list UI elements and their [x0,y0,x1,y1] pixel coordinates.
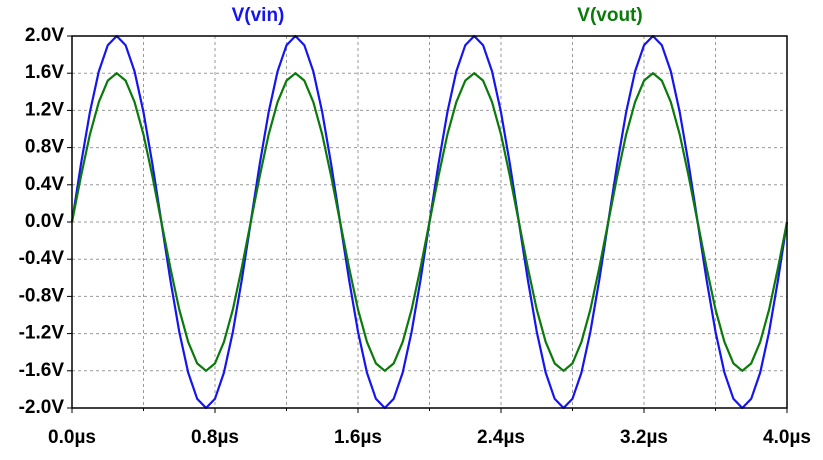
y-tick-label: -0.8V [19,285,65,306]
x-tick-label: 3.2µs [620,427,668,448]
legend-entry: V(vout) [577,5,642,26]
y-tick-label: -1.2V [19,323,65,344]
y-tick-label: 1.6V [25,62,64,83]
y-tick-label: 2.0V [25,25,64,46]
x-tick-label: 1.6µs [334,427,382,448]
x-tick-label: 2.4µs [477,427,525,448]
x-tick-label: 0.0µs [48,427,96,448]
y-tick-label: 1.2V [25,99,64,120]
y-tick-label: 0.0V [25,211,64,232]
series-line [70,72,789,372]
x-tick-label: 0.8µs [191,427,239,448]
y-tick-label: -1.6V [19,360,65,381]
y-tick-label: -0.4V [19,248,65,269]
y-tick-label: 0.8V [25,137,64,158]
plot-frame [71,35,788,409]
legend-entry: V(vin) [232,5,285,26]
y-tick-label: 0.4V [25,174,64,195]
x-tick-label: 4.0µs [763,427,811,448]
y-tick-label: -2.0V [19,397,65,418]
